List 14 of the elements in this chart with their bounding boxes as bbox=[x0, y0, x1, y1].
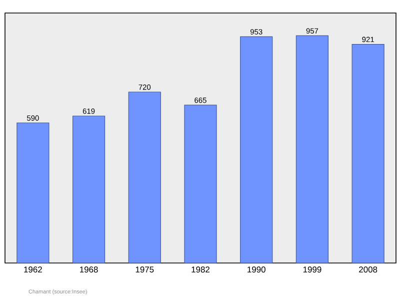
x-tick-label: 1999 bbox=[303, 266, 322, 273]
bar bbox=[184, 104, 217, 264]
x-tick-label: 1990 bbox=[248, 266, 266, 273]
x-tick-label: 1975 bbox=[136, 266, 154, 273]
x-tick-label: 1968 bbox=[80, 266, 98, 273]
x-tick-label: 1962 bbox=[24, 266, 42, 273]
x-tick-label: 2008 bbox=[359, 266, 378, 273]
x-tick-label: 1982 bbox=[192, 266, 210, 273]
bar bbox=[352, 44, 384, 264]
bar bbox=[240, 36, 273, 264]
bar bbox=[296, 35, 329, 264]
bar bbox=[16, 122, 50, 264]
bar bbox=[72, 116, 106, 264]
bar bbox=[128, 92, 161, 264]
